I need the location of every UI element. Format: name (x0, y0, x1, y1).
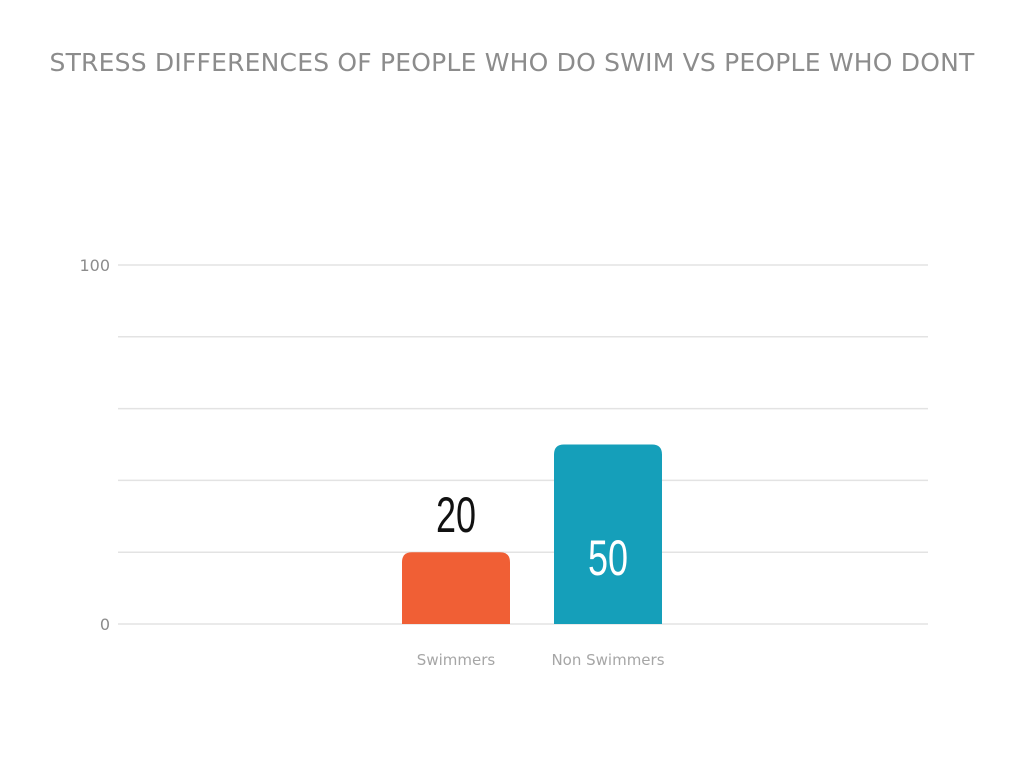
chart-title: STRESS DIFFERENCES OF PEOPLE WHO DO SWIM… (49, 48, 975, 77)
x-category-label: Non Swimmers (551, 651, 664, 669)
data-label: 20 (436, 489, 476, 544)
gridlines (118, 264, 928, 625)
data-label: 50 (588, 532, 628, 587)
category-labels: Swimmers Non Swimmers (417, 651, 665, 669)
x-category-label: Swimmers (417, 651, 496, 669)
y-tick-label: 100 (79, 256, 110, 275)
bar-non-swimmers (554, 444, 662, 624)
bar-swimmers (402, 552, 510, 624)
bars (402, 444, 662, 624)
y-axis-ticks: 0 100 (79, 256, 110, 634)
y-tick-label: 0 (100, 615, 110, 634)
